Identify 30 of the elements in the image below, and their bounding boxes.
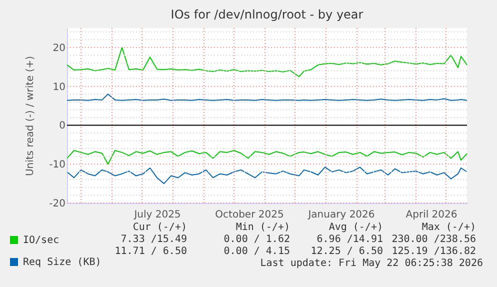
line-series: [66, 94, 468, 101]
text: 12.25 / 6.50: [310, 246, 383, 258]
y-tick-label: -20: [49, 198, 66, 210]
line-series: [66, 150, 468, 165]
text: 230.00 /238.56: [392, 234, 476, 246]
text: 0.00 / 1.62: [224, 234, 290, 246]
y-tick-label: -10: [49, 160, 66, 171]
line-series: [66, 46, 468, 78]
legend-label: IO/sec: [23, 235, 60, 246]
text: 0.00 / 4.15: [224, 246, 290, 258]
text: Cur (-/+): [132, 222, 187, 234]
x-tick-label: January 2026: [307, 210, 375, 220]
x-tick-label: April 2026: [406, 210, 458, 220]
text: Last update: Fri May 22 06:25:38 2026: [260, 258, 483, 270]
x-tick-label: October 2025: [215, 210, 284, 220]
text: Max (-/+): [422, 222, 476, 234]
text: 6.96 /14.91: [316, 234, 383, 246]
text: 11.71 / 6.50: [114, 246, 187, 258]
y-tick-label: 0: [59, 120, 66, 132]
legend-label: Req Size (KB): [23, 257, 102, 268]
y-tick-label: 10: [52, 82, 66, 93]
text: Min (-/+): [236, 222, 290, 234]
line-series: [66, 166, 468, 184]
x-tick-label: July 2025: [133, 210, 181, 220]
text: 7.33 /15.49: [120, 234, 187, 246]
text: 125.19 /136.82: [392, 246, 476, 258]
y-tick-label: 20: [52, 42, 66, 54]
y-axis-title: Units read (-) / write (+): [25, 56, 36, 176]
chart-title: IOs for /dev/nlnog/root - by year: [170, 8, 364, 22]
text: Avg (-/+): [328, 222, 383, 234]
